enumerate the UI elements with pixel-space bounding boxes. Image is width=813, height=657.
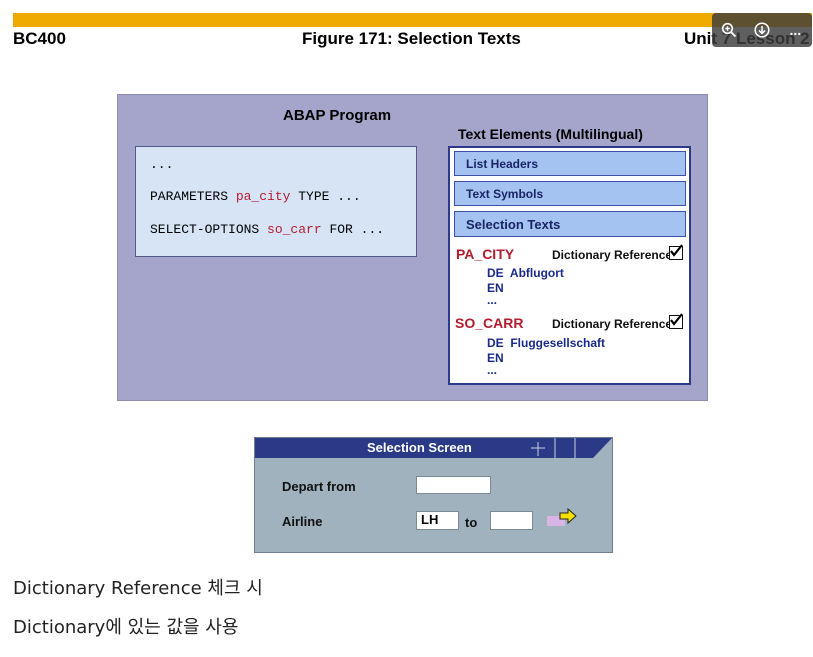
abap-code-box: ... PARAMETERS pa_city TYPE ... SELECT-O…: [135, 146, 417, 257]
lang-de-so-carr: DE Fluggesellschaft: [487, 336, 606, 350]
caption-line-2: Dictionary에 있는 값을 사용: [13, 617, 239, 638]
accent-bar: [13, 13, 812, 27]
abap-program-title: ABAP Program: [283, 107, 392, 124]
code-line-select-options: SELECT-OPTIONS so_carr FOR ...: [150, 222, 385, 237]
selection-name-pa-city: PA_CITY: [456, 246, 515, 262]
lang-more-so-carr: ...: [487, 363, 498, 377]
lang-de-pa-city: DE Abflugort: [487, 266, 564, 280]
selection-name-so-carr: SO_CARR: [455, 315, 524, 331]
titlebar-decoration: [531, 438, 612, 458]
download-icon[interactable]: [751, 19, 773, 41]
code-line-ellipsis: ...: [150, 157, 174, 172]
airline-to-input[interactable]: [490, 511, 533, 530]
dictionary-reference-label: Dictionary Reference: [552, 248, 673, 262]
checkmark-icon: [670, 244, 683, 257]
dictionary-reference-checkbox[interactable]: [669, 244, 683, 260]
checkmark-icon: [670, 313, 683, 326]
arrow-right-icon: [547, 507, 577, 526]
code-line-parameters: PARAMETERS pa_city TYPE ...: [150, 189, 361, 204]
lang-en-so-carr: EN: [487, 351, 504, 365]
dictionary-reference-label: Dictionary Reference: [552, 317, 673, 331]
selection-screen-titlebar: [255, 438, 612, 458]
tab-selection-texts[interactable]: Selection Texts: [454, 211, 686, 237]
figure-title: Figure 171: Selection Texts: [302, 29, 521, 48]
lang-more-pa-city: ...: [487, 293, 498, 307]
zoom-in-icon[interactable]: [718, 19, 740, 41]
multiple-selection-button[interactable]: [546, 507, 578, 528]
airline-label: Airline: [282, 514, 323, 529]
param-so-carr: so_carr: [267, 222, 322, 237]
more-icon[interactable]: ...: [789, 22, 802, 38]
image-viewer-toolbar: ...: [712, 13, 812, 47]
dictionary-reference-checkbox[interactable]: [669, 313, 683, 329]
tab-text-symbols[interactable]: Text Symbols: [454, 181, 686, 206]
to-label: to: [465, 515, 478, 530]
depart-from-input[interactable]: [416, 476, 491, 494]
selection-screen-title: Selection Screen: [367, 440, 472, 455]
param-pa-city: pa_city: [235, 189, 291, 204]
depart-from-label: Depart from: [282, 479, 356, 494]
text-elements-title: Text Elements (Multilingual): [458, 126, 643, 142]
lang-en-pa-city: EN: [487, 281, 504, 295]
airline-from-input[interactable]: LH: [416, 511, 459, 530]
caption-line-1: Dictionary Reference 체크 시: [13, 578, 263, 599]
course-code: BC400: [13, 29, 66, 48]
tab-list-headers[interactable]: List Headers: [454, 151, 686, 176]
